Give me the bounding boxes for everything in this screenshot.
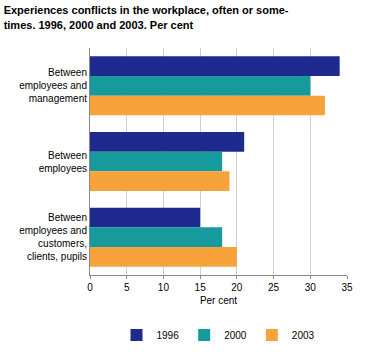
svg-text:5: 5 bbox=[124, 282, 130, 293]
svg-text:Experiences conflicts in the w: Experiences conflicts in the workplace, … bbox=[4, 4, 289, 30]
svg-text:0: 0 bbox=[87, 282, 93, 293]
svg-text:35: 35 bbox=[341, 282, 353, 293]
svg-text:Betweenemployees: Betweenemployees bbox=[39, 150, 87, 174]
svg-text:15: 15 bbox=[195, 282, 207, 293]
svg-text:25: 25 bbox=[268, 282, 280, 293]
svg-text:Per cent: Per cent bbox=[200, 295, 237, 306]
svg-text:2003: 2003 bbox=[292, 330, 315, 341]
svg-text:Betweenemployees andmanagement: Betweenemployees andmanagement bbox=[19, 67, 87, 104]
svg-text:30: 30 bbox=[305, 282, 317, 293]
svg-text:10: 10 bbox=[158, 282, 170, 293]
svg-text:1996: 1996 bbox=[157, 330, 180, 341]
svg-text:Betweenemployees andcustomers,: Betweenemployees andcustomers,clients, p… bbox=[19, 212, 87, 262]
svg-text:20: 20 bbox=[231, 282, 243, 293]
svg-text:2000: 2000 bbox=[224, 330, 247, 341]
